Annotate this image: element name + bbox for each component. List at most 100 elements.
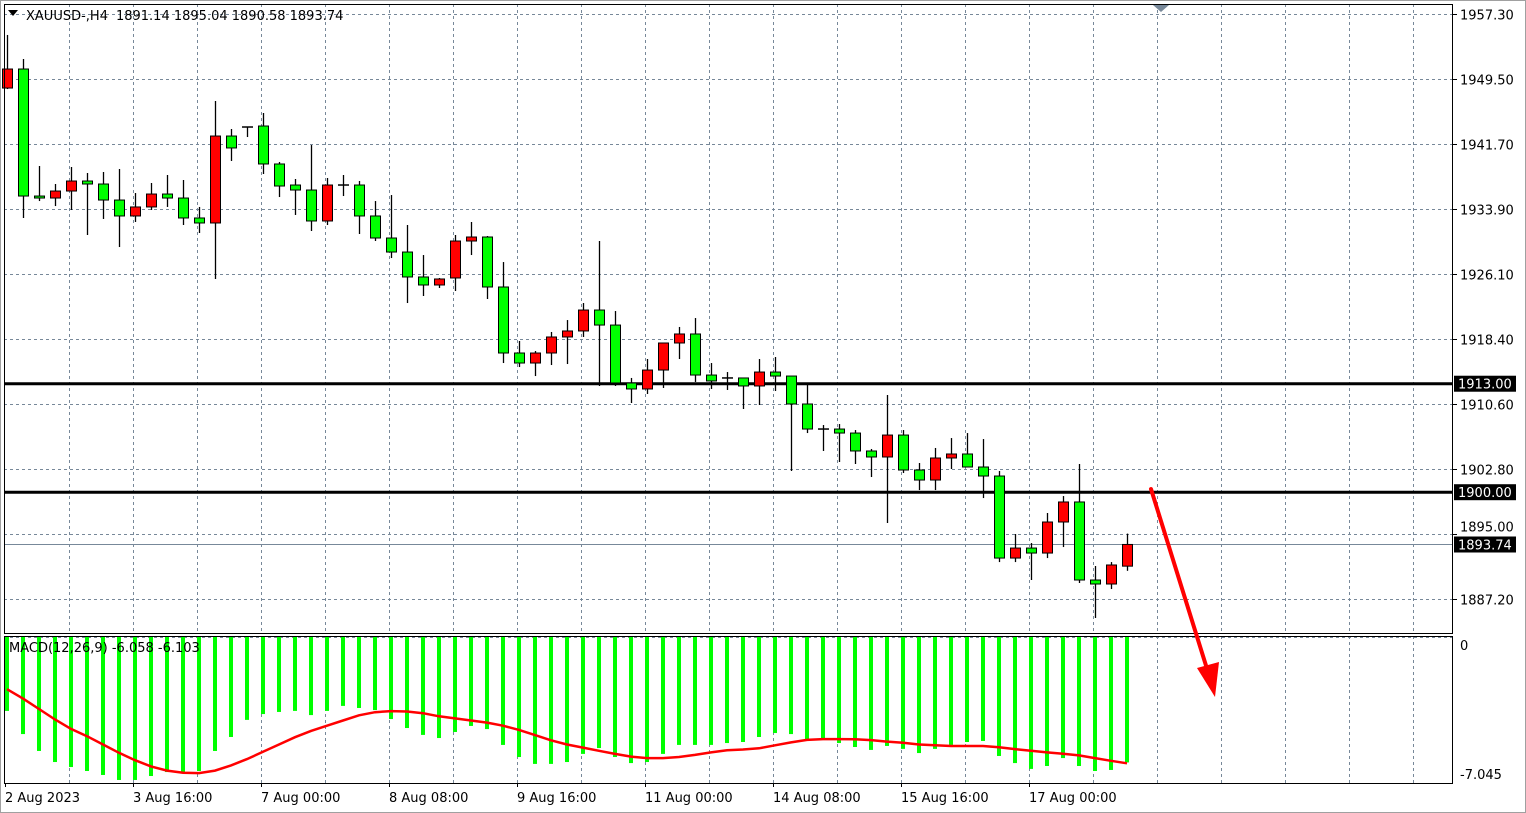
macd-histogram-bar bbox=[277, 637, 281, 712]
macd-label: MACD(12,26,9) -6.058 -6.103 bbox=[9, 641, 200, 656]
macd-histogram-bar bbox=[885, 637, 889, 746]
candle bbox=[178, 180, 189, 225]
macd-histogram-bar bbox=[661, 637, 665, 754]
candle bbox=[738, 377, 749, 410]
macd-histogram-bar bbox=[709, 637, 713, 745]
candle bbox=[274, 161, 285, 198]
candle-body bbox=[898, 434, 909, 471]
candle-body bbox=[514, 352, 525, 364]
candle bbox=[978, 439, 989, 499]
macd-histogram-bar bbox=[597, 637, 601, 749]
candle bbox=[706, 363, 717, 389]
candle-body bbox=[434, 278, 445, 286]
candle-body bbox=[546, 336, 557, 354]
macd-histogram-bar bbox=[197, 637, 201, 772]
level-price-label: 1913.00 bbox=[1458, 378, 1512, 393]
candle-body bbox=[114, 199, 125, 217]
macd-histogram-bar bbox=[1109, 637, 1113, 770]
trend-arrow[interactable] bbox=[1149, 487, 1219, 697]
y-tick-label: 1949.50 bbox=[1460, 74, 1514, 89]
symbol-label: XAUUSD-,H4 bbox=[26, 9, 108, 24]
candle-body bbox=[498, 286, 509, 354]
candle-body bbox=[882, 434, 893, 458]
x-tick-label: 7 Aug 00:00 bbox=[261, 791, 340, 806]
arrow-shaft[interactable] bbox=[1149, 487, 1210, 674]
candle bbox=[594, 241, 605, 386]
candle bbox=[18, 58, 29, 218]
candle-body bbox=[866, 450, 877, 458]
candle bbox=[498, 262, 509, 364]
macd-histogram-bar bbox=[1077, 637, 1081, 766]
macd-histogram-bar bbox=[869, 637, 873, 750]
candle bbox=[82, 172, 93, 236]
macd-histogram-bar bbox=[5, 637, 9, 711]
chart-shift-marker-icon[interactable] bbox=[1153, 5, 1169, 12]
macd-histogram-bar bbox=[917, 637, 921, 754]
macd-histogram-bar bbox=[1029, 637, 1033, 769]
candle bbox=[818, 425, 829, 451]
x-tick-label: 3 Aug 16:00 bbox=[133, 791, 212, 806]
current-price-label: 1893.74 bbox=[1458, 539, 1512, 554]
candle-body bbox=[850, 432, 861, 452]
candle-body bbox=[690, 333, 701, 376]
candle-body bbox=[786, 375, 797, 405]
candle bbox=[786, 375, 797, 472]
candle-body bbox=[738, 377, 749, 387]
macd-histogram-bar bbox=[965, 637, 969, 742]
candle-body bbox=[802, 403, 813, 430]
macd-signal-line bbox=[6, 688, 1128, 775]
candle bbox=[690, 318, 701, 382]
candle-body bbox=[674, 333, 685, 344]
candle bbox=[66, 166, 77, 210]
candle bbox=[98, 171, 109, 219]
x-tick-label: 9 Aug 16:00 bbox=[517, 791, 596, 806]
candle-body bbox=[226, 135, 237, 149]
x-tick-label: 2 Aug 2023 bbox=[5, 791, 80, 806]
macd-histogram-bar bbox=[613, 637, 617, 758]
candle-body bbox=[66, 180, 77, 192]
y-tick-label: 1957.30 bbox=[1460, 9, 1514, 24]
candle-body bbox=[82, 180, 93, 185]
header-ohlc: 1891.14 1895.04 1890.58 1893.74 bbox=[116, 9, 343, 24]
y-tick-label: 1895.00 bbox=[1460, 521, 1514, 536]
x-tick-label: 17 Aug 00:00 bbox=[1029, 791, 1117, 806]
macd-histogram-bar bbox=[213, 637, 217, 751]
arrow-head-icon bbox=[1197, 662, 1219, 697]
candle bbox=[418, 255, 429, 297]
candle bbox=[482, 236, 493, 300]
candle bbox=[434, 277, 445, 288]
candle bbox=[626, 377, 637, 403]
candle bbox=[354, 181, 365, 235]
candle-body bbox=[914, 469, 925, 481]
symbol-menu-triangle-icon[interactable] bbox=[8, 10, 18, 16]
macd-histogram-bar bbox=[1013, 637, 1017, 764]
candle bbox=[402, 224, 413, 304]
candle bbox=[674, 326, 685, 360]
candle-body bbox=[610, 324, 621, 384]
candle-body bbox=[1106, 564, 1117, 585]
candle bbox=[162, 174, 173, 207]
macd-histogram-bar bbox=[821, 637, 825, 740]
macd-histogram-bar bbox=[293, 637, 297, 711]
candle bbox=[962, 433, 973, 468]
macd-histogram-bar bbox=[341, 637, 345, 706]
candle bbox=[610, 311, 621, 386]
candle bbox=[1042, 512, 1053, 559]
candle bbox=[914, 463, 925, 491]
level-price-tag bbox=[1454, 484, 1516, 501]
candle-body bbox=[274, 163, 285, 187]
candle bbox=[338, 174, 349, 197]
level-price-tag bbox=[1454, 375, 1516, 392]
y-tick-label: 1926.10 bbox=[1460, 269, 1514, 284]
macd-histogram-bar bbox=[565, 637, 569, 763]
candle bbox=[562, 320, 573, 365]
candle-body bbox=[1042, 521, 1053, 554]
macd-histogram-bar bbox=[725, 637, 729, 744]
candle bbox=[258, 112, 269, 174]
candle bbox=[802, 382, 813, 434]
y-tick-label: 1887.20 bbox=[1460, 594, 1514, 609]
macd-histogram-bar bbox=[181, 637, 185, 773]
macd-histogram-bar bbox=[517, 637, 521, 758]
candle-body bbox=[530, 352, 541, 364]
